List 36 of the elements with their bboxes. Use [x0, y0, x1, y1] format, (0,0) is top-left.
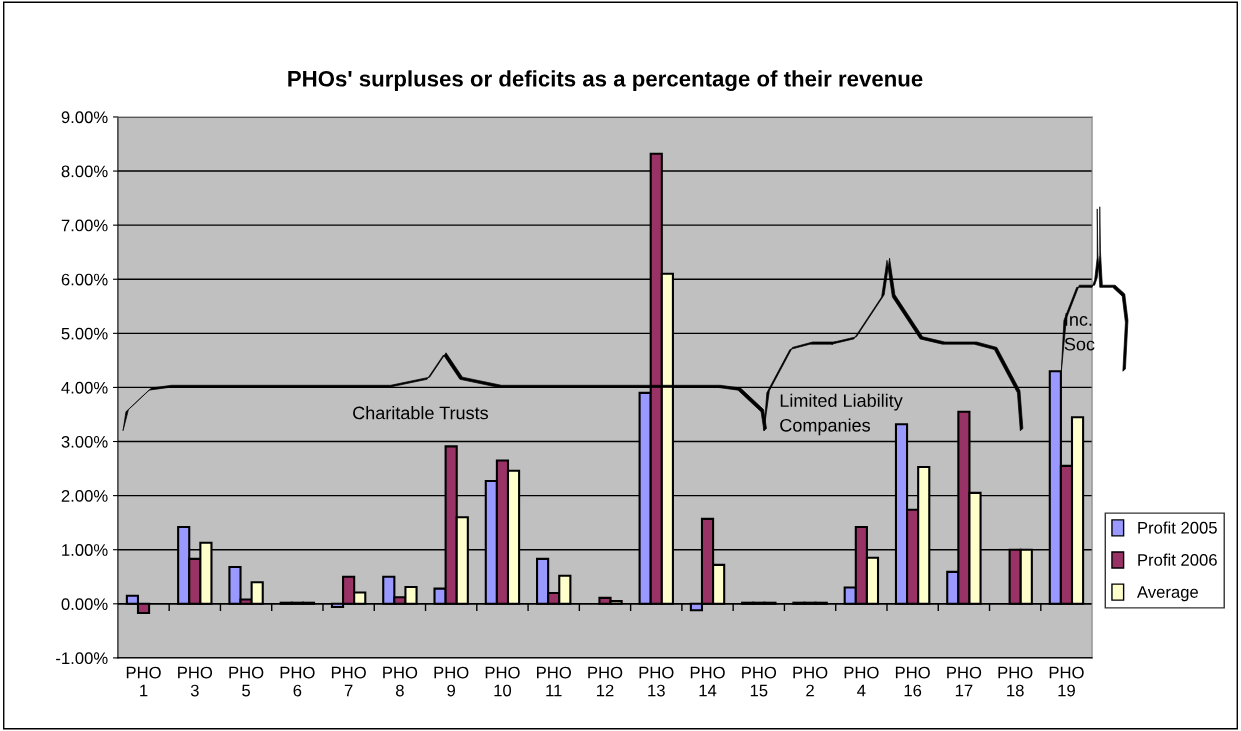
x-tick-label: PHO 4 — [844, 666, 879, 697]
y-tick-label: 1.00% — [62, 544, 108, 556]
x-tick-label: PHO 10 — [485, 666, 520, 697]
legend-label: Profit 2006 — [1138, 553, 1217, 566]
x-tick-label: PHO 17 — [947, 666, 982, 697]
y-tick-label: 8.00% — [61, 165, 108, 178]
x-tick-label: PHO 18 — [998, 666, 1033, 697]
x-tick-label: PHO 16 — [895, 666, 930, 697]
x-tick-label: PHO 8 — [383, 666, 418, 697]
x-tick-label: PHO 6 — [280, 666, 315, 697]
y-tick-label: -1.00% — [56, 652, 108, 665]
y-tick-label: 4.00% — [61, 381, 108, 394]
y-tick-label: 5.00% — [61, 327, 108, 340]
y-tick-label: 3.00% — [61, 435, 108, 448]
chart-title: PHOs' surpluses or deficits as a percentage of their revenue — [288, 70, 923, 92]
x-tick-label: PHO 13 — [639, 666, 674, 697]
x-tick-label: PHO 14 — [690, 666, 725, 697]
x-tick-label: PHO 12 — [588, 666, 623, 697]
x-tick-label: PHO 15 — [742, 666, 777, 697]
y-tick-label: 7.00% — [61, 219, 108, 232]
y-tick-label: 2.00% — [61, 490, 108, 502]
y-tick-label: 6.00% — [61, 273, 108, 286]
legend-label: Profit 2005 — [1138, 521, 1217, 534]
x-tick-label: PHO 9 — [434, 666, 469, 697]
x-tick-label: PHO 2 — [793, 666, 828, 697]
annotation: Charitable Trusts — [353, 406, 488, 420]
x-tick-label: PHO 11 — [537, 666, 571, 697]
x-tick-label: PHO 3 — [178, 666, 213, 697]
x-tick-label: PHO 1 — [126, 666, 161, 697]
x-tick-label: PHO 19 — [1049, 666, 1084, 697]
legend-label: Average — [1136, 586, 1198, 602]
x-tick-label: PHO 7 — [331, 666, 366, 697]
y-tick-label: 0.00% — [61, 598, 108, 611]
annotation: Limited Liability Companies — [780, 393, 903, 436]
y-tick-label: 9.00% — [61, 111, 108, 124]
x-tick-label: PHO 5 — [229, 666, 264, 697]
